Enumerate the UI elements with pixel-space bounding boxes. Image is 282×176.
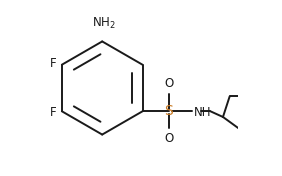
Text: F: F <box>49 106 56 119</box>
Text: F: F <box>49 57 56 70</box>
Text: NH$_2$: NH$_2$ <box>92 16 116 31</box>
Text: S: S <box>164 104 173 118</box>
Text: O: O <box>164 132 173 145</box>
Text: NH: NH <box>193 106 211 119</box>
Text: O: O <box>164 77 173 90</box>
